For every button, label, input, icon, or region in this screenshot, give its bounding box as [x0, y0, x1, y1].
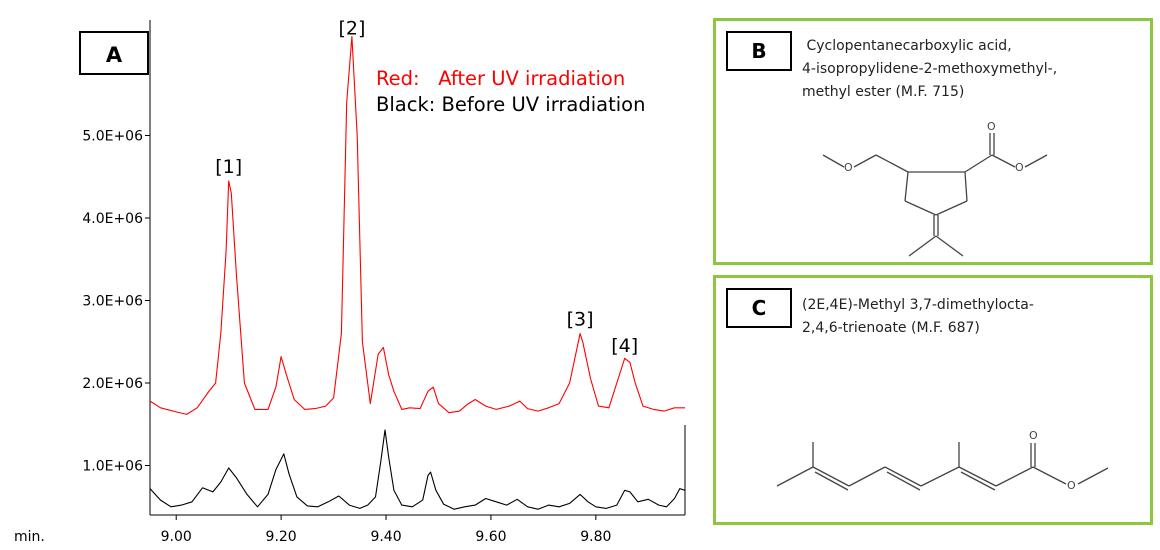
- panel-c-structure: O O: [776, 429, 1109, 492]
- peak-labels: [1] [2] [3] [4]: [215, 17, 638, 357]
- panel-b-compound-name: Cyclopentanecarboxylic acid, 4-isopropyl…: [802, 35, 1147, 104]
- peak-label: [2]: [338, 17, 365, 39]
- panel-c-carbonyl-oxygen: O: [1029, 429, 1038, 442]
- panel-b-carbonyl-oxygen: O: [987, 120, 996, 133]
- x-tick-label: 9.00: [161, 529, 192, 545]
- legend-entry-red: Red: After UV irradiation: [376, 67, 625, 90]
- x-ticks: 9.00 9.20 9.40 9.60 9.80: [161, 515, 611, 545]
- y-tick-label: 5.0E+06: [82, 129, 143, 145]
- panel-b-structure: O O O: [822, 120, 1048, 257]
- panel-a-letter: A: [106, 43, 123, 67]
- y-ticks: 1.0E+06 2.0E+06 3.0E+06 4.0E+06 5.0E+06: [82, 129, 150, 475]
- y-tick-label: 4.0E+06: [82, 211, 143, 227]
- panel-c-label: C: [726, 288, 792, 328]
- legend-entry-black: Black: Before UV irradiation: [376, 93, 645, 116]
- legend: Red: After UV irradiation Black: Before …: [376, 67, 645, 116]
- series-line-before-uv: [149, 429, 686, 510]
- panel-b-name-line-1: Cyclopentanecarboxylic acid,: [802, 38, 1012, 54]
- x-tick-label: 9.80: [580, 529, 611, 545]
- panel-b-ester-oxygen: O: [1015, 161, 1024, 174]
- panel-c-name-line-1: (2E,4E)-Methyl 3,7-dimethylocta-: [802, 297, 1034, 313]
- panel-a-label: A: [79, 31, 149, 75]
- y-tick-label: 2.0E+06: [82, 376, 143, 392]
- x-tick-label: 9.40: [370, 529, 401, 545]
- panel-c-compound-name: (2E,4E)-Methyl 3,7-dimethylocta- 2,4,6-t…: [802, 294, 1147, 340]
- peak-label: [1]: [215, 156, 242, 178]
- panel-a-box: [79, 31, 149, 75]
- panel-c: C (2E,4E)-Methyl 3,7-dimethylocta- 2,4,6…: [713, 275, 1153, 525]
- peak-label: [4]: [611, 335, 638, 357]
- x-unit-label: min.: [14, 529, 45, 545]
- panel-b: B Cyclopentanecarboxylic acid, 4-isoprop…: [713, 18, 1153, 265]
- panel-b-name-line-2: 4-isopropylidene-2-methoxymethyl-,: [802, 61, 1058, 77]
- panel-b-name-line-3: methyl ester (M.F. 715): [802, 84, 965, 100]
- panel-c-name-line-2: 2,4,6-trienoate (M.F. 687): [802, 320, 980, 336]
- panel-b-label: B: [726, 31, 792, 71]
- peak-label: [3]: [567, 309, 594, 331]
- y-tick-label: 1.0E+06: [82, 459, 143, 475]
- y-tick-label: 3.0E+06: [82, 294, 143, 310]
- series-line-after-uv: [149, 35, 685, 415]
- x-tick-label: 9.20: [266, 529, 297, 545]
- chromatogram-chart: 1.0E+06 2.0E+06 3.0E+06 4.0E+06 5.0E+06 9.00…: [14, 17, 686, 545]
- series-layer: [149, 35, 686, 510]
- x-tick-label: 9.60: [475, 529, 506, 545]
- panel-c-ester-oxygen: O: [1067, 479, 1076, 492]
- panel-b-ether-oxygen: O: [844, 161, 853, 174]
